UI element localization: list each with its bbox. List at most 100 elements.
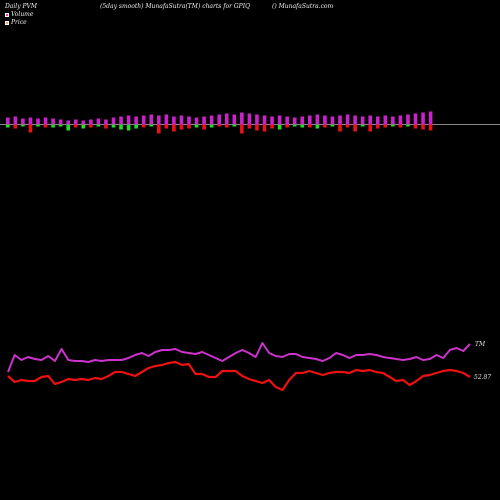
volume-bar-down <box>157 124 161 134</box>
volume-bar-up <box>89 119 93 125</box>
volume-bar-up <box>58 119 63 125</box>
volume-bar-up <box>157 115 161 125</box>
volume-bar-up <box>353 115 357 125</box>
volume-bar-down <box>149 124 154 127</box>
legend-price-swatch <box>5 20 9 25</box>
legend-volume: Volume <box>5 11 33 18</box>
volume-bar-down <box>164 124 169 129</box>
volume-bar-down <box>375 124 380 129</box>
chart-header-site: () MunafaSutra.com <box>272 3 334 10</box>
volume-bar-up <box>81 120 86 125</box>
volume-bar-down <box>126 124 131 131</box>
volume-bar-up <box>308 115 312 125</box>
chart-header-left: Daily PVM <box>5 3 38 10</box>
legend-price-label: Price <box>11 19 27 26</box>
volume-bar-down <box>217 124 221 127</box>
volume-bar-down <box>179 124 184 130</box>
volume-bar-up <box>368 115 372 125</box>
volume-bar-up <box>406 114 410 125</box>
volume-bar-up <box>315 114 320 125</box>
volume-bar-down <box>194 124 199 128</box>
legend-price: Price <box>5 19 27 26</box>
volume-bar-up <box>141 115 146 125</box>
volume-bar-down <box>119 124 123 130</box>
volume-bar-up <box>383 115 388 125</box>
volume-bar-down <box>187 124 191 129</box>
volume-bar-down <box>391 124 395 127</box>
volume-bar-down <box>368 124 372 132</box>
volume-bar-up <box>285 116 289 125</box>
volume-bar-down <box>111 124 116 128</box>
volume-bar-up <box>217 114 221 125</box>
volume-bar-up <box>255 114 259 125</box>
volume-bar-down <box>240 124 244 134</box>
volume-bar-down <box>81 124 86 129</box>
volume-bar-down <box>277 124 282 130</box>
volume-bar-down <box>398 124 403 128</box>
volume-bar-up <box>360 116 365 125</box>
volume-bar-down <box>345 124 350 128</box>
volume-bar-down <box>308 124 312 128</box>
volume-bar-up <box>323 115 327 125</box>
volume-bar-down <box>270 124 274 129</box>
volume-bar-up <box>149 114 154 125</box>
volume-bar-up <box>187 116 191 125</box>
volume-bar-down <box>323 124 327 128</box>
volume-bar-up <box>111 117 116 125</box>
volume-bar-up <box>247 113 252 125</box>
volume-bar-up <box>421 112 425 125</box>
volume-bar-down <box>262 124 267 132</box>
volume-bar-up <box>413 113 418 125</box>
volume-bar-up <box>194 117 199 125</box>
volume-bar-down <box>58 124 63 127</box>
volume-bar-up <box>292 117 297 125</box>
volume-bar-down <box>292 124 297 127</box>
volume-bars <box>0 111 500 134</box>
volume-bar-up <box>375 116 380 125</box>
volume-bar-up <box>51 118 55 125</box>
volume-bar-down <box>134 124 138 129</box>
volume-bar-up <box>277 115 282 125</box>
volume-bar-down <box>232 124 237 127</box>
volume-bar-down <box>51 124 55 128</box>
volume-bar-up <box>262 115 267 125</box>
volume-bar-down <box>360 124 365 127</box>
price-lines: TM 52.87 <box>7 341 491 392</box>
volume-bar-down <box>66 124 70 131</box>
volume-bar-down <box>413 124 418 129</box>
volume-bar-down <box>21 124 25 127</box>
volume-bar-up <box>21 118 25 125</box>
volume-bar-up <box>36 118 40 125</box>
volume-bar-down <box>6 124 10 128</box>
volume-bar-down <box>338 124 342 132</box>
volume-bar-down <box>43 124 48 128</box>
volume-bar-down <box>224 124 229 128</box>
volume-bar-up <box>300 116 305 125</box>
volume-bar-down <box>383 124 388 128</box>
volume-bar-down <box>330 124 335 127</box>
volume-bar-up <box>179 115 184 125</box>
volume-bar-down <box>353 124 357 132</box>
legend-volume-label: Volume <box>11 11 34 18</box>
volume-bar-down <box>421 124 425 130</box>
volume-bar-down <box>73 124 78 128</box>
volume-bar-up <box>13 116 18 125</box>
volume-bar-up <box>270 116 274 125</box>
volume-bar-up <box>96 118 101 125</box>
volume-bar-down <box>202 124 206 130</box>
volume-bar-down <box>96 124 101 127</box>
last-price-label: 52.87 <box>474 374 491 381</box>
volume-bar-down <box>428 124 433 131</box>
volume-bar-down <box>104 124 108 129</box>
volume-bar-up <box>43 117 48 125</box>
volume-bar-up <box>209 115 214 125</box>
volume-bar-up <box>28 117 33 125</box>
legend-volume-swatch <box>5 12 9 17</box>
tm-series-line <box>7 342 471 373</box>
volume-bar-down <box>255 124 259 131</box>
volume-bar-down <box>13 124 18 129</box>
chart-header-title: (5day smooth) MunafaSutra(TM) charts for… <box>100 3 250 10</box>
volume-bar-up <box>134 116 138 125</box>
price-series-line <box>7 360 471 392</box>
